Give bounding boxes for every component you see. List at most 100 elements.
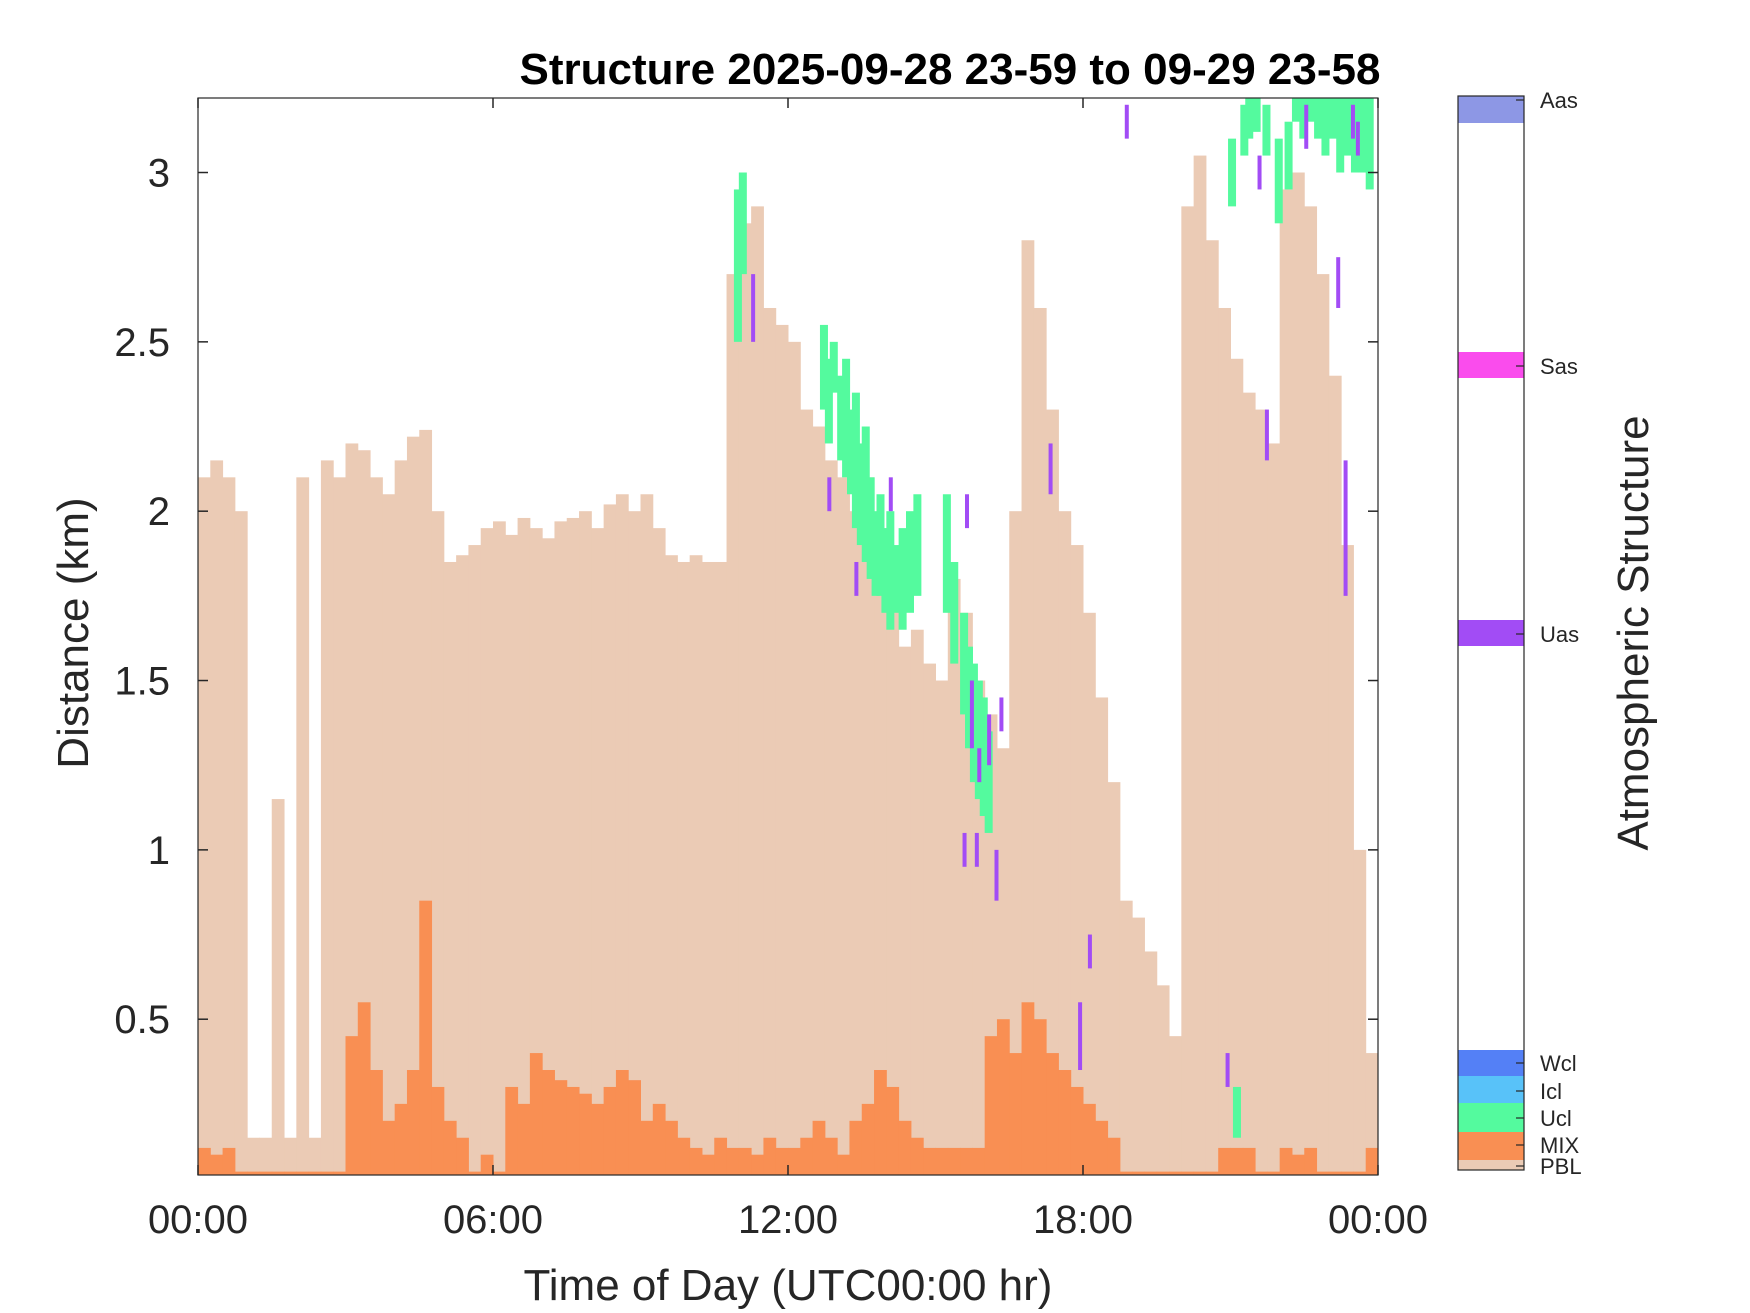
mix-bar (517, 1103, 531, 1175)
ucl-segment (824, 358, 833, 444)
mix-bar (960, 1147, 973, 1175)
pbl-bar (701, 561, 715, 1175)
ucl-segment (876, 494, 885, 596)
pbl-bar (1267, 443, 1281, 1175)
mix-bar (1304, 1147, 1318, 1175)
ucl-segment (1291, 98, 1300, 122)
uas-segment (1264, 409, 1269, 461)
mix-bar (603, 1086, 617, 1175)
mix-bar (615, 1070, 629, 1175)
mix-bar (665, 1120, 678, 1175)
mix-bar (1095, 1120, 1109, 1175)
mix-bar (1193, 1171, 1207, 1175)
pbl-bar (1193, 155, 1207, 1175)
pbl-bar (284, 1137, 297, 1175)
pbl-bar (628, 511, 641, 1175)
x-tick-label: 18:00 (1033, 1198, 1133, 1242)
pbl-bar (1033, 307, 1047, 1175)
pbl-bar (800, 409, 814, 1175)
mix-bar (1169, 1171, 1182, 1175)
ucl-segment (1299, 98, 1308, 139)
uas-segment (1304, 104, 1309, 149)
ucl-segment (1232, 1086, 1241, 1138)
uas-segment (969, 680, 974, 749)
ucl-segment (861, 426, 870, 562)
mix-bar (443, 1120, 457, 1175)
mix-bar (1144, 1171, 1158, 1175)
pbl-bar (382, 494, 396, 1175)
ucl-segment (1274, 138, 1283, 224)
mix-bar (677, 1137, 691, 1175)
pbl-bar (591, 528, 605, 1175)
mix-bar (210, 1154, 224, 1175)
pbl-bar (480, 528, 494, 1175)
pbl-bar (406, 436, 420, 1175)
mix-bar (1070, 1086, 1084, 1175)
pbl-bar (1058, 511, 1072, 1175)
pbl-bar (689, 555, 703, 1175)
colorbar-label-uas: Uas (1540, 622, 1579, 647)
uas-segment (1350, 104, 1355, 139)
mix-bar (886, 1086, 900, 1175)
mix-bar (1156, 1171, 1170, 1175)
colorbar-swatch-aas (1458, 96, 1524, 123)
pbl-bar (210, 460, 224, 1175)
pbl-bar (443, 561, 457, 1175)
mix-bar (1267, 1171, 1281, 1175)
mix-bar (1132, 1171, 1145, 1175)
pbl-bar (1291, 172, 1305, 1175)
pbl-bar (357, 450, 371, 1175)
pbl-bar (1365, 1053, 1378, 1175)
pbl-bar (1205, 240, 1219, 1175)
ucl-segment (851, 392, 860, 529)
pbl-bar (1169, 1036, 1182, 1175)
pbl-bar (763, 307, 777, 1175)
uas-segment (962, 832, 967, 867)
colorbar-label-sas: Sas (1540, 354, 1578, 379)
mix-bar (1328, 1171, 1342, 1175)
ucl-segment (1336, 98, 1345, 173)
mix-bar (406, 1070, 420, 1175)
mix-bar (1255, 1171, 1268, 1175)
mix-bar (357, 1002, 371, 1175)
pbl-bar (198, 477, 211, 1175)
pbl-bar (247, 1137, 260, 1175)
pbl-bar (308, 1137, 322, 1175)
mix-bar (284, 1171, 297, 1175)
pbl-bar (1279, 189, 1293, 1175)
pbl-bar (874, 528, 887, 1175)
y-tick-label: 2.5 (114, 321, 170, 365)
pbl-bar (1083, 612, 1096, 1175)
mix-bar (542, 1070, 555, 1175)
y-tick-label: 3 (148, 152, 170, 196)
mix-bar (1353, 1171, 1367, 1175)
uas-segment (1087, 934, 1092, 969)
pbl-bar (824, 460, 838, 1175)
ucl-segment (891, 545, 900, 613)
pbl-bar (1144, 951, 1158, 1175)
mix-bar (1291, 1154, 1305, 1175)
uas-segment (1257, 155, 1262, 190)
mix-bar (837, 1154, 850, 1175)
uas-segment (827, 477, 832, 512)
colorbar-swatch-uas (1458, 620, 1524, 646)
x-tick-label: 00:00 (1328, 1198, 1428, 1242)
mix-bar (1365, 1147, 1378, 1175)
ucl-segment (1245, 98, 1254, 139)
pbl-bar (579, 511, 592, 1175)
mix-bar (1205, 1171, 1219, 1175)
ucl-segment (1306, 98, 1315, 122)
pbl-bar (554, 521, 568, 1175)
pbl-bar (1107, 782, 1121, 1175)
pbl-bar (665, 555, 678, 1175)
mix-bar (738, 1147, 752, 1175)
uas-segment (965, 494, 969, 529)
ucl-segment (871, 511, 880, 596)
pbl-bar (910, 629, 924, 1175)
mix-bar (775, 1147, 789, 1175)
colorbar-swatch-wcl (1458, 1050, 1524, 1076)
mix-bar (874, 1070, 887, 1175)
ucl-segment (906, 511, 914, 613)
mix-bar (529, 1053, 543, 1175)
